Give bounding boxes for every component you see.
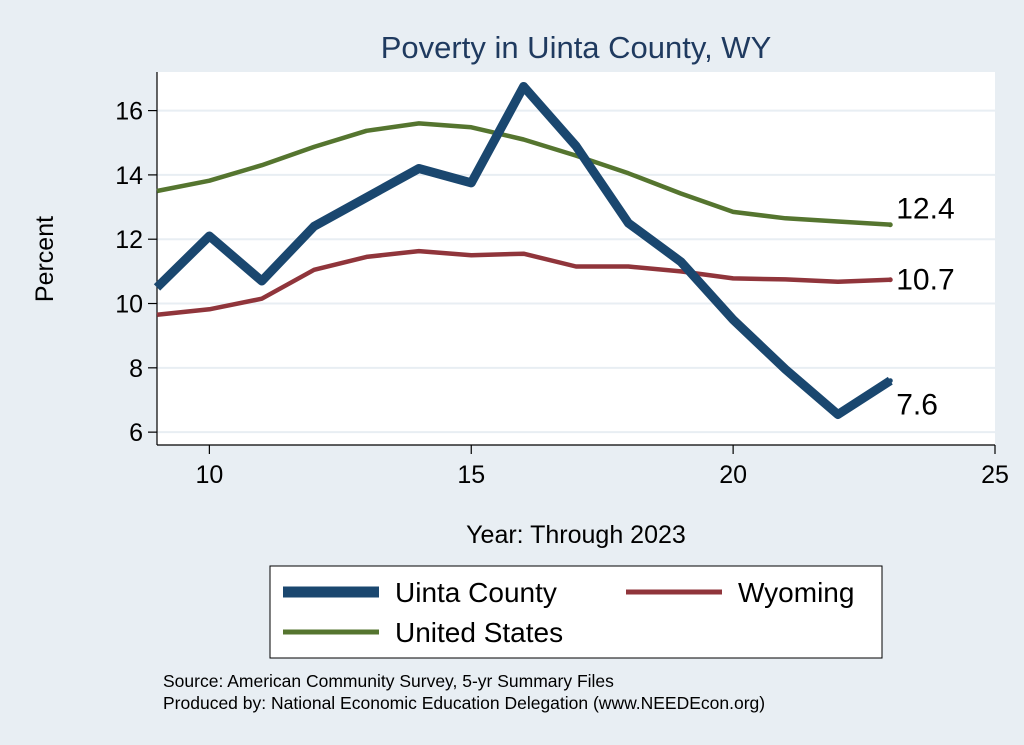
end-point-uinta-county — [887, 378, 893, 384]
source-note: Source: American Community Survey, 5-yr … — [163, 671, 614, 691]
x-axis-ticks: 10 15 20 25 — [195, 445, 1009, 489]
plot-area — [157, 72, 995, 445]
legend: Uinta County Wyoming United States — [269, 565, 883, 659]
series-lines — [153, 82, 893, 419]
end-label-wyoming: 10.7 — [896, 264, 954, 297]
y-tick-label: 12 — [115, 226, 143, 254]
y-tick-label: 8 — [129, 355, 143, 383]
series-line-wyoming — [156, 248, 891, 318]
end-label-united-states: 12.4 — [896, 193, 954, 226]
y-tick-label: 14 — [115, 162, 143, 190]
y-tick-label: 6 — [129, 419, 143, 447]
end-point-wyoming — [887, 277, 893, 283]
legend-box — [269, 565, 883, 659]
legend-label-us: United States — [395, 617, 563, 648]
series-line-uinta-county — [153, 82, 893, 419]
y-tick-label: 10 — [115, 291, 143, 319]
x-tick-label: 25 — [981, 461, 1009, 489]
produced-by-note: Produced by: National Economic Education… — [163, 693, 765, 713]
x-tick-label: 15 — [457, 461, 485, 489]
x-tick-label: 10 — [195, 461, 223, 489]
y-axis-title: Percent — [31, 216, 59, 302]
x-axis-title: Year: Through 2023 — [466, 521, 686, 549]
y-tick-label: 16 — [115, 98, 143, 126]
x-tick-label: 20 — [719, 461, 747, 489]
series-line-united-states — [156, 121, 891, 227]
y-axis-ticks: 6 8 10 12 14 16 — [115, 98, 157, 447]
end-label-uinta-county: 7.6 — [896, 389, 938, 422]
end-labels: 12.4 10.7 7.6 — [887, 193, 955, 422]
legend-label-uinta: Uinta County — [395, 577, 557, 608]
legend-label-wyoming: Wyoming — [738, 577, 854, 608]
chart-title: Poverty in Uinta County, WY — [381, 30, 772, 65]
end-point-united-states — [887, 222, 893, 228]
